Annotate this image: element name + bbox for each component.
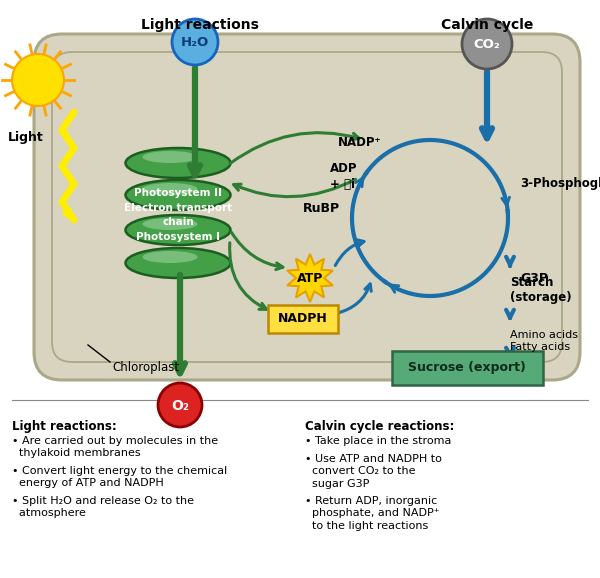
Polygon shape: [287, 254, 333, 302]
Text: Sucrose (export): Sucrose (export): [408, 361, 526, 375]
Text: • Take place in the stroma: • Take place in the stroma: [305, 436, 451, 446]
Ellipse shape: [125, 248, 230, 278]
Text: Light reactions: Light reactions: [141, 18, 259, 32]
Text: O₂: O₂: [171, 399, 189, 413]
Text: • Are carried out by molecules in the
  thylakoid membranes: • Are carried out by molecules in the th…: [12, 436, 218, 458]
Circle shape: [462, 19, 512, 69]
Ellipse shape: [143, 251, 197, 263]
Text: Light reactions:: Light reactions:: [12, 420, 117, 433]
FancyBboxPatch shape: [268, 305, 338, 333]
Text: G3P: G3P: [520, 272, 548, 284]
Ellipse shape: [143, 183, 197, 195]
Text: + Ⓙi: + Ⓙi: [330, 177, 355, 191]
Text: RuBP: RuBP: [303, 202, 340, 214]
Text: NADPH: NADPH: [278, 312, 328, 324]
Text: Amino acids
Fatty acids: Amino acids Fatty acids: [510, 330, 578, 351]
Text: • Use ATP and NADPH to
  convert CO₂ to the
  sugar G3P: • Use ATP and NADPH to convert CO₂ to th…: [305, 454, 442, 489]
Text: • Return ADP, inorganic
  phosphate, and NADP⁺
  to the light reactions: • Return ADP, inorganic phosphate, and N…: [305, 496, 440, 531]
Text: Photosystem II
Electron transport
chain
Photosystem I: Photosystem II Electron transport chain …: [124, 188, 232, 242]
Text: Chloroplast: Chloroplast: [112, 361, 179, 375]
Circle shape: [172, 19, 218, 65]
Circle shape: [158, 383, 202, 427]
Text: ATP: ATP: [297, 272, 323, 284]
Circle shape: [12, 54, 64, 106]
Ellipse shape: [125, 180, 230, 210]
Ellipse shape: [143, 218, 197, 230]
Text: CO₂: CO₂: [473, 39, 500, 51]
Text: 3-Phosphoglycerate: 3-Phosphoglycerate: [520, 176, 600, 190]
Text: ADP: ADP: [330, 161, 358, 175]
Ellipse shape: [143, 151, 197, 163]
Text: • Split H₂O and release O₂ to the
  atmosphere: • Split H₂O and release O₂ to the atmosp…: [12, 496, 194, 518]
FancyBboxPatch shape: [392, 351, 543, 385]
Ellipse shape: [125, 215, 230, 245]
Text: Calvin cycle: Calvin cycle: [441, 18, 533, 32]
Ellipse shape: [125, 148, 230, 178]
Text: Light: Light: [8, 132, 44, 144]
Text: • Convert light energy to the chemical
  energy of ATP and NADPH: • Convert light energy to the chemical e…: [12, 466, 227, 488]
Text: Calvin cycle reactions:: Calvin cycle reactions:: [305, 420, 454, 433]
Text: Starch
(storage): Starch (storage): [510, 276, 572, 304]
Text: NADP⁺: NADP⁺: [338, 135, 382, 149]
Text: H₂O: H₂O: [181, 36, 209, 50]
FancyBboxPatch shape: [34, 34, 580, 380]
